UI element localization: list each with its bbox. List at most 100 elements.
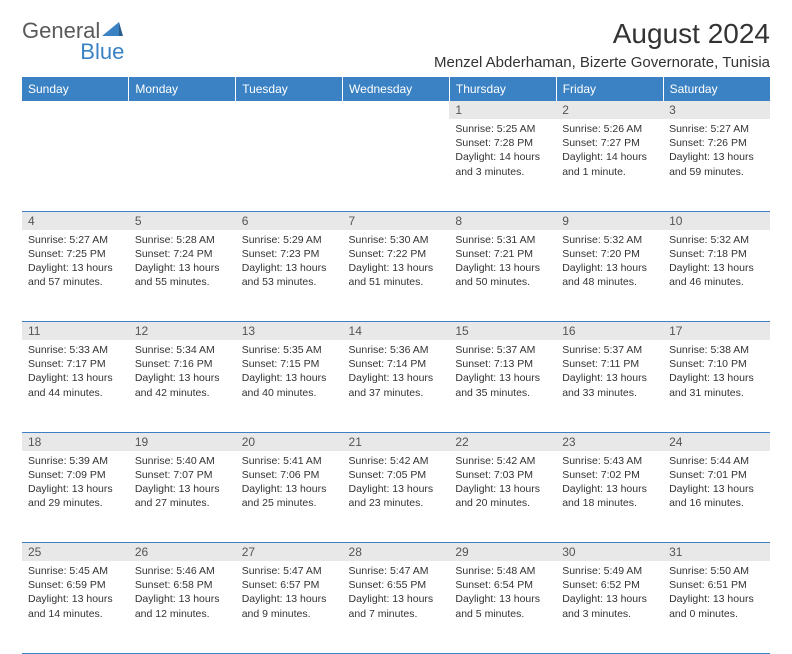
- day-number: 25: [22, 543, 129, 561]
- daynum-cell: 19: [129, 432, 236, 451]
- day-data: Sunrise: 5:38 AMSunset: 7:10 PMDaylight:…: [663, 340, 770, 406]
- daynum-cell: 22: [449, 432, 556, 451]
- day-number: [343, 101, 450, 105]
- day-data: Sunrise: 5:28 AMSunset: 7:24 PMDaylight:…: [129, 230, 236, 296]
- daynum-cell: 24: [663, 432, 770, 451]
- day-data: Sunrise: 5:47 AMSunset: 6:55 PMDaylight:…: [343, 561, 450, 627]
- daydata-cell: [22, 119, 129, 211]
- day-number: 24: [663, 433, 770, 451]
- weekday-header: Sunday: [22, 77, 129, 101]
- daydata-cell: [236, 119, 343, 211]
- day-data: Sunrise: 5:49 AMSunset: 6:52 PMDaylight:…: [556, 561, 663, 627]
- day-number: 28: [343, 543, 450, 561]
- daydata-cell: Sunrise: 5:46 AMSunset: 6:58 PMDaylight:…: [129, 561, 236, 653]
- day-number: 1: [449, 101, 556, 119]
- daydata-cell: Sunrise: 5:27 AMSunset: 7:26 PMDaylight:…: [663, 119, 770, 211]
- daynum-cell: 20: [236, 432, 343, 451]
- daydata-row: Sunrise: 5:45 AMSunset: 6:59 PMDaylight:…: [22, 561, 770, 653]
- daydata-cell: Sunrise: 5:45 AMSunset: 6:59 PMDaylight:…: [22, 561, 129, 653]
- day-data: Sunrise: 5:37 AMSunset: 7:13 PMDaylight:…: [449, 340, 556, 406]
- day-number: 17: [663, 322, 770, 340]
- daynum-cell: 25: [22, 543, 129, 562]
- daynum-row: 123: [22, 101, 770, 119]
- day-number: 7: [343, 212, 450, 230]
- daydata-cell: Sunrise: 5:28 AMSunset: 7:24 PMDaylight:…: [129, 230, 236, 322]
- day-number: 14: [343, 322, 450, 340]
- day-data: Sunrise: 5:41 AMSunset: 7:06 PMDaylight:…: [236, 451, 343, 517]
- day-data: Sunrise: 5:27 AMSunset: 7:26 PMDaylight:…: [663, 119, 770, 185]
- daynum-cell: 26: [129, 543, 236, 562]
- day-number: 11: [22, 322, 129, 340]
- daynum-cell: 2: [556, 101, 663, 119]
- daynum-cell: 17: [663, 322, 770, 341]
- daydata-cell: Sunrise: 5:34 AMSunset: 7:16 PMDaylight:…: [129, 340, 236, 432]
- daydata-row: Sunrise: 5:27 AMSunset: 7:25 PMDaylight:…: [22, 230, 770, 322]
- day-data: Sunrise: 5:40 AMSunset: 7:07 PMDaylight:…: [129, 451, 236, 517]
- calendar-table: SundayMondayTuesdayWednesdayThursdayFrid…: [22, 77, 770, 654]
- daydata-cell: Sunrise: 5:26 AMSunset: 7:27 PMDaylight:…: [556, 119, 663, 211]
- day-data: Sunrise: 5:35 AMSunset: 7:15 PMDaylight:…: [236, 340, 343, 406]
- day-number: 18: [22, 433, 129, 451]
- daynum-cell: 28: [343, 543, 450, 562]
- daydata-cell: Sunrise: 5:44 AMSunset: 7:01 PMDaylight:…: [663, 451, 770, 543]
- daynum-cell: 30: [556, 543, 663, 562]
- daynum-row: 11121314151617: [22, 322, 770, 341]
- daynum-cell: [22, 101, 129, 119]
- daynum-cell: 15: [449, 322, 556, 341]
- calendar-body: 123Sunrise: 5:25 AMSunset: 7:28 PMDaylig…: [22, 101, 770, 653]
- daydata-cell: Sunrise: 5:36 AMSunset: 7:14 PMDaylight:…: [343, 340, 450, 432]
- day-number: 26: [129, 543, 236, 561]
- day-data: Sunrise: 5:27 AMSunset: 7:25 PMDaylight:…: [22, 230, 129, 296]
- day-data: Sunrise: 5:46 AMSunset: 6:58 PMDaylight:…: [129, 561, 236, 627]
- daynum-cell: 11: [22, 322, 129, 341]
- day-data: Sunrise: 5:29 AMSunset: 7:23 PMDaylight:…: [236, 230, 343, 296]
- daynum-cell: 4: [22, 211, 129, 230]
- daydata-cell: Sunrise: 5:32 AMSunset: 7:20 PMDaylight:…: [556, 230, 663, 322]
- daydata-cell: Sunrise: 5:49 AMSunset: 6:52 PMDaylight:…: [556, 561, 663, 653]
- day-number: 4: [22, 212, 129, 230]
- day-number: 6: [236, 212, 343, 230]
- day-data: Sunrise: 5:42 AMSunset: 7:05 PMDaylight:…: [343, 451, 450, 517]
- daydata-cell: Sunrise: 5:37 AMSunset: 7:13 PMDaylight:…: [449, 340, 556, 432]
- day-data: Sunrise: 5:44 AMSunset: 7:01 PMDaylight:…: [663, 451, 770, 517]
- daynum-cell: 16: [556, 322, 663, 341]
- day-data: Sunrise: 5:39 AMSunset: 7:09 PMDaylight:…: [22, 451, 129, 517]
- weekday-header: Monday: [129, 77, 236, 101]
- day-data: Sunrise: 5:37 AMSunset: 7:11 PMDaylight:…: [556, 340, 663, 406]
- day-number: 16: [556, 322, 663, 340]
- day-data: Sunrise: 5:45 AMSunset: 6:59 PMDaylight:…: [22, 561, 129, 627]
- weekday-header: Thursday: [449, 77, 556, 101]
- day-data: Sunrise: 5:34 AMSunset: 7:16 PMDaylight:…: [129, 340, 236, 406]
- daydata-cell: Sunrise: 5:37 AMSunset: 7:11 PMDaylight:…: [556, 340, 663, 432]
- daynum-row: 18192021222324: [22, 432, 770, 451]
- daydata-cell: Sunrise: 5:47 AMSunset: 6:55 PMDaylight:…: [343, 561, 450, 653]
- title-block: August 2024 Menzel Abderhaman, Bizerte G…: [434, 18, 770, 71]
- daydata-cell: Sunrise: 5:30 AMSunset: 7:22 PMDaylight:…: [343, 230, 450, 322]
- daydata-cell: Sunrise: 5:50 AMSunset: 6:51 PMDaylight:…: [663, 561, 770, 653]
- daydata-cell: Sunrise: 5:48 AMSunset: 6:54 PMDaylight:…: [449, 561, 556, 653]
- day-data: Sunrise: 5:48 AMSunset: 6:54 PMDaylight:…: [449, 561, 556, 627]
- day-data: Sunrise: 5:50 AMSunset: 6:51 PMDaylight:…: [663, 561, 770, 627]
- location-text: Menzel Abderhaman, Bizerte Governorate, …: [434, 54, 770, 71]
- daynum-cell: 5: [129, 211, 236, 230]
- daydata-cell: Sunrise: 5:38 AMSunset: 7:10 PMDaylight:…: [663, 340, 770, 432]
- day-number: 30: [556, 543, 663, 561]
- daynum-cell: [129, 101, 236, 119]
- daynum-cell: [236, 101, 343, 119]
- daydata-row: Sunrise: 5:33 AMSunset: 7:17 PMDaylight:…: [22, 340, 770, 432]
- daydata-row: Sunrise: 5:39 AMSunset: 7:09 PMDaylight:…: [22, 451, 770, 543]
- daydata-cell: Sunrise: 5:47 AMSunset: 6:57 PMDaylight:…: [236, 561, 343, 653]
- daynum-cell: 1: [449, 101, 556, 119]
- weekday-header: Wednesday: [343, 77, 450, 101]
- daydata-cell: Sunrise: 5:31 AMSunset: 7:21 PMDaylight:…: [449, 230, 556, 322]
- day-number: 13: [236, 322, 343, 340]
- daynum-cell: 10: [663, 211, 770, 230]
- day-number: 19: [129, 433, 236, 451]
- day-data: Sunrise: 5:31 AMSunset: 7:21 PMDaylight:…: [449, 230, 556, 296]
- day-number: 12: [129, 322, 236, 340]
- daynum-row: 45678910: [22, 211, 770, 230]
- day-number: [129, 101, 236, 105]
- day-number: 3: [663, 101, 770, 119]
- day-data: Sunrise: 5:42 AMSunset: 7:03 PMDaylight:…: [449, 451, 556, 517]
- daynum-row: 25262728293031: [22, 543, 770, 562]
